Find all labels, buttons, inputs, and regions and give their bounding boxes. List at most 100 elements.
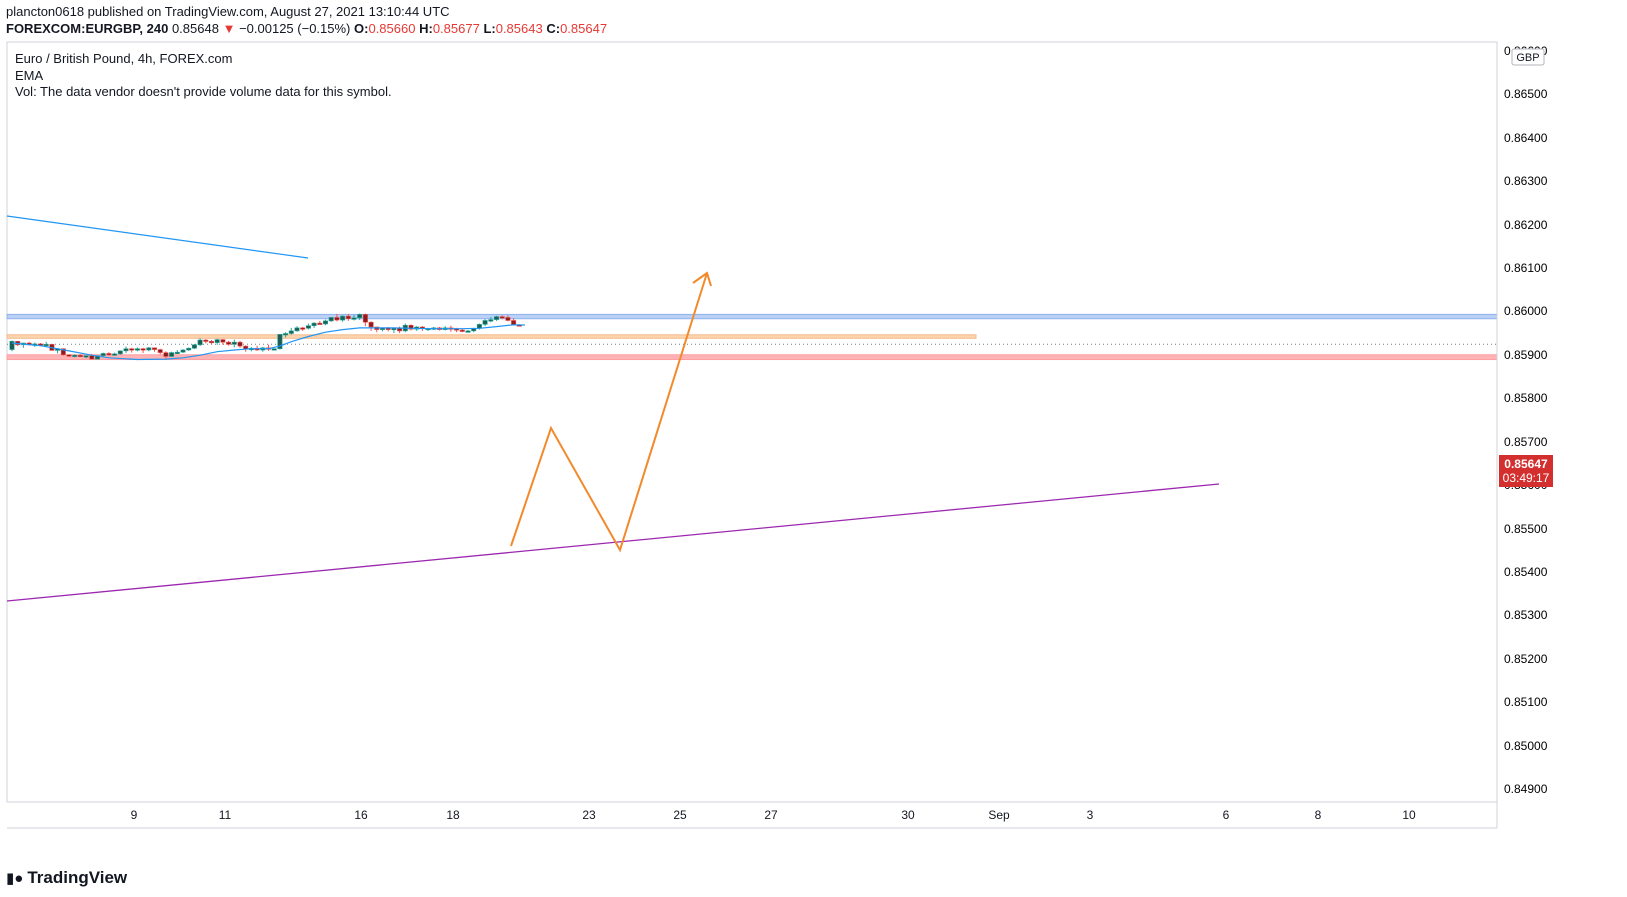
bullish-candle	[328, 317, 334, 322]
bullish-candle	[43, 344, 49, 347]
symbol-label: FOREXCOM:EURGBP	[6, 21, 140, 36]
interval-label: 240	[146, 21, 169, 36]
bullish-candle	[197, 339, 203, 346]
high-value: 0.85677	[432, 21, 480, 36]
brand: ▮● TradingView	[6, 868, 127, 888]
time-tick: 30	[901, 808, 915, 822]
bearish-candle	[77, 354, 83, 358]
bearish-candle	[459, 329, 465, 332]
time-tick: 18	[446, 808, 460, 822]
bullish-candle	[277, 334, 283, 349]
bullish-candle	[340, 315, 346, 321]
last-price-label: 0.85648	[171, 21, 219, 36]
low-value: 0.85643	[495, 21, 543, 36]
plot-area[interactable]	[6, 41, 1498, 803]
down-arrow-icon: ▼	[222, 21, 236, 36]
time-tick: 8	[1315, 808, 1322, 822]
drawings-layer	[6, 215, 1497, 602]
brand-label: TradingView	[27, 868, 128, 887]
bullish-candle	[311, 322, 317, 326]
bullish-candle	[351, 317, 357, 320]
price-tick: 0.85500	[1504, 522, 1548, 536]
bearish-candle	[220, 339, 226, 343]
bearish-candle	[237, 341, 243, 347]
bearish-candle	[60, 348, 66, 356]
price-tick: 0.86500	[1504, 87, 1548, 101]
price-tick: 0.85000	[1504, 739, 1548, 753]
bearish-candle	[499, 316, 505, 319]
price-tick: 0.85900	[1504, 348, 1548, 362]
legend-volume[interactable]: Vol: The data vendor doesn't provide vol…	[15, 84, 392, 99]
time-tick: 16	[354, 808, 368, 822]
bearish-candle	[397, 327, 403, 332]
bearish-candle	[345, 315, 351, 320]
bullish-candle	[100, 353, 106, 356]
price-tick: 0.86200	[1504, 218, 1548, 232]
bearish-candle	[89, 355, 95, 360]
currency-label: GBP	[1516, 52, 1539, 64]
bullish-candle	[186, 347, 192, 351]
last-price-tag	[1499, 455, 1553, 487]
currency-badge[interactable]	[1511, 48, 1545, 66]
bearish-candle	[106, 353, 112, 356]
bullish-candle	[322, 320, 328, 325]
price-tick: 0.85400	[1504, 565, 1548, 579]
bullish-candle	[191, 344, 197, 349]
price-tick: 0.85100	[1504, 695, 1548, 709]
price-tick: 0.84900	[1504, 782, 1548, 796]
bearish-candle	[362, 314, 368, 323]
bullish-candle	[493, 316, 499, 320]
time-tick: 25	[673, 808, 687, 822]
bearish-candle	[157, 349, 163, 353]
bearish-candle	[140, 348, 146, 351]
last-price-tag-value: 0.85647	[1504, 457, 1548, 471]
bullish-candle	[465, 330, 471, 333]
bearish-candle	[505, 317, 511, 321]
bullish-candle	[271, 348, 277, 351]
time-axis[interactable]: 9 11 16 18 23 25 27 30 Sep 3 6 8 10	[131, 808, 1416, 822]
projection-arrow-icon	[692, 271, 712, 287]
bullish-candle	[283, 333, 289, 336]
time-tick: 3	[1087, 808, 1094, 822]
bullish-candle	[482, 320, 488, 325]
ema-layer	[11, 324, 526, 361]
bullish-candle	[174, 351, 180, 354]
open-value: 0.85660	[368, 21, 416, 36]
bullish-candle	[72, 354, 78, 358]
countdown-label: 03:49:17	[1503, 471, 1550, 485]
ema-line	[11, 324, 526, 361]
bearish-candle	[152, 347, 158, 350]
price-tick: 0.86400	[1504, 131, 1548, 145]
time-tick: 27	[764, 808, 778, 822]
bullish-candle	[357, 314, 363, 319]
projection-path	[510, 272, 708, 553]
bullish-candle	[9, 341, 15, 350]
ascending-trendline	[6, 483, 1220, 602]
high-label: H:	[419, 21, 433, 36]
bearish-candle	[163, 352, 169, 357]
bullish-candle	[214, 339, 220, 343]
bullish-candle	[488, 319, 494, 322]
demand-zone	[6, 334, 977, 339]
time-tick: 11	[219, 808, 232, 822]
legend-ema[interactable]: EMA	[15, 68, 44, 83]
bearish-candle	[408, 324, 414, 330]
legend-title[interactable]: Euro / British Pound, 4h, FOREX.com	[15, 51, 233, 66]
price-tick: 0.85800	[1504, 391, 1548, 405]
price-axis[interactable]: 0.86600 0.86500 0.86400 0.86300 0.86200 …	[1499, 44, 1553, 796]
resistance-zone	[6, 313, 1498, 320]
bullish-candle	[288, 330, 294, 334]
time-tick: 23	[582, 808, 596, 822]
bearish-candle	[226, 341, 232, 345]
bullish-candle	[123, 348, 129, 352]
bearish-candle	[300, 327, 306, 330]
price-tick: 0.86100	[1504, 261, 1548, 275]
time-tick: Sep	[988, 808, 1010, 822]
bearish-candle	[129, 348, 135, 351]
bullish-candle	[231, 341, 237, 345]
tradingview-logo-icon: ▮●	[6, 870, 24, 887]
bullish-candle	[180, 349, 186, 353]
bearish-candle	[209, 341, 215, 344]
bullish-candle	[169, 352, 175, 357]
